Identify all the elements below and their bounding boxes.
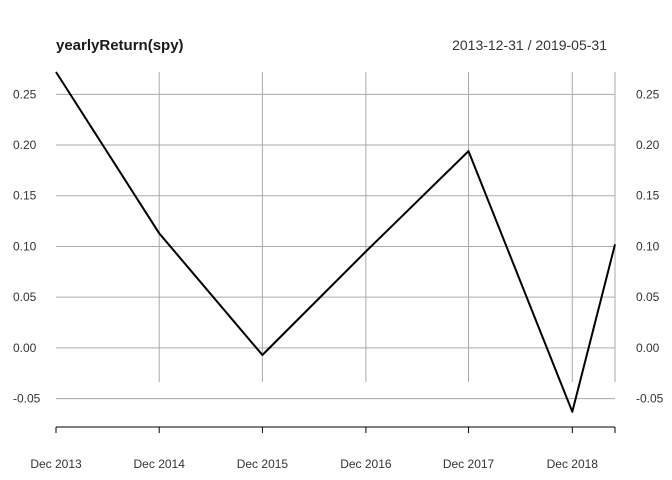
- y-tick-label-left: 0.20: [13, 138, 37, 152]
- y-tick-label-right: 0.10: [636, 239, 660, 253]
- y-axis-left: 0.25 0.20 0.15 0.10 0.05 0.00 -0.05: [13, 87, 41, 405]
- x-tick-label: Dec 2018: [547, 457, 599, 471]
- y-tick-label-left: 0.00: [13, 341, 37, 355]
- x-tick-label: Dec 2015: [237, 457, 289, 471]
- x-tick-label: Dec 2017: [443, 457, 495, 471]
- series-group: [55, 71, 616, 413]
- y-tick-label-right: 0.20: [636, 138, 660, 152]
- y-tick-label-right: -0.05: [636, 392, 664, 406]
- y-tick-label-right: 0.15: [636, 189, 660, 203]
- y-tick-label-right: 0.00: [636, 341, 660, 355]
- y-tick-label-left: 0.15: [13, 189, 37, 203]
- y-axis-right: 0.25 0.20 0.15 0.10 0.05 0.00 -0.05: [636, 87, 664, 405]
- series-line: [55, 71, 616, 413]
- x-axis: Dec 2013 Dec 2014 Dec 2015 Dec 2016 Dec 2017…: [30, 426, 616, 471]
- y-tick-label-left: 0.05: [13, 290, 37, 304]
- chart-title: yearlyReturn(spy): [56, 37, 184, 54]
- y-tick-label-left: 0.25: [13, 87, 37, 101]
- y-tick-label-left: -0.05: [13, 392, 41, 406]
- date-range-label: 2013-12-31 / 2019-05-31: [452, 37, 607, 53]
- grid: [56, 72, 616, 400]
- y-tick-label-left: 0.10: [13, 239, 37, 253]
- y-tick-label-right: 0.25: [636, 87, 660, 101]
- x-tick-label: Dec 2014: [134, 457, 186, 471]
- x-tick-label: Dec 2013: [30, 457, 82, 471]
- y-tick-label-right: 0.05: [636, 290, 660, 304]
- x-tick-label: Dec 2016: [340, 457, 392, 471]
